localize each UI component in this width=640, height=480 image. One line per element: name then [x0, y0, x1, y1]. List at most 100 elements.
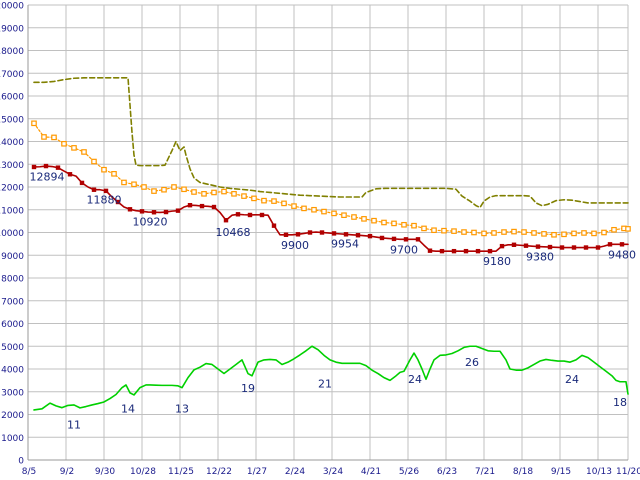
x-axis-label: 11/20 [616, 467, 640, 477]
series-marker [151, 210, 157, 215]
x-axis-label: 12/22 [206, 467, 232, 477]
data-point-label: 24 [408, 373, 422, 386]
series-marker [451, 248, 457, 254]
y-axis-label: 12000 [0, 184, 24, 194]
series-marker [361, 216, 367, 222]
series-marker [625, 226, 631, 232]
data-point-label: 19 [241, 382, 255, 395]
series-marker [43, 163, 49, 169]
y-axis-label: 20000 [0, 2, 24, 12]
series-marker [311, 206, 317, 213]
series-marker [71, 145, 77, 151]
series-marker [281, 200, 287, 207]
x-axis-label: 5/26 [399, 467, 419, 477]
series-marker [421, 225, 427, 232]
y-axis-label: 6000 [1, 320, 24, 330]
series-marker [331, 210, 337, 217]
data-point-label: 18 [613, 396, 627, 409]
series-marker [151, 188, 157, 194]
x-axis-label: 4/21 [361, 467, 381, 477]
y-axis-label: 11000 [0, 206, 24, 216]
series-marker [559, 245, 565, 250]
series-layer [31, 77, 631, 411]
series-marker [367, 233, 373, 239]
y-axis-label: 16000 [0, 93, 24, 103]
x-axis-label: 7/21 [475, 467, 495, 477]
series-marker [127, 207, 133, 212]
series-marker [131, 181, 137, 188]
x-axis-tick-labels: 8/5 9/2 9/30 10/28 11/25 12/22 1/27 2/24 3/24 4/2… [22, 467, 640, 477]
series-marker [403, 237, 409, 242]
y-axis-label: 10000 [0, 229, 24, 239]
series-marker [115, 199, 121, 205]
series-marker [581, 230, 587, 236]
series-marker [175, 208, 181, 213]
series-marker [91, 187, 97, 192]
data-point-label: 13 [175, 403, 189, 416]
x-axis-label: 8/5 [22, 467, 36, 477]
y-axis-label: 9000 [1, 252, 24, 262]
y-axis-label: 4000 [1, 366, 24, 376]
x-axis-label: 11/25 [168, 467, 194, 477]
series-marker [601, 229, 607, 236]
series-marker [321, 208, 327, 215]
series-marker [251, 195, 257, 202]
x-axis-label: 10/28 [130, 467, 156, 477]
x-axis-label: 9/2 [60, 467, 74, 477]
series-marker [481, 230, 487, 237]
series-marker [191, 189, 197, 195]
series-marker [561, 231, 567, 238]
series-marker [31, 164, 37, 170]
series-marker [401, 221, 407, 228]
series-marker [491, 230, 497, 236]
data-point-label: 11 [67, 419, 81, 432]
series-marker [463, 248, 469, 254]
series-marker [571, 245, 577, 250]
data-point-label: 11880 [87, 194, 122, 207]
series-marker [571, 230, 577, 237]
series-marker [241, 193, 247, 199]
series-marker [501, 229, 507, 235]
data-point-label: 9480 [608, 248, 636, 261]
series-marker [79, 180, 85, 186]
series-marker [511, 228, 517, 235]
series-marker [451, 228, 457, 234]
series-marker [379, 235, 385, 241]
series-marker [91, 158, 97, 165]
y-axis-label: 0 [18, 457, 24, 467]
data-point-label: 9180 [483, 255, 511, 268]
x-axis-label: 10/13 [586, 467, 612, 477]
series-marker [181, 186, 187, 193]
x-axis-label: 6/23 [437, 467, 457, 477]
data-point-label: 21 [318, 378, 332, 391]
series-line-olive-dashed [33, 77, 629, 209]
series-marker [411, 222, 417, 229]
y-axis-label: 17000 [0, 70, 24, 80]
y-axis-label: 13000 [0, 161, 24, 171]
series-marker [259, 212, 265, 218]
series-marker [221, 188, 227, 195]
series-marker [307, 230, 313, 235]
series-marker [591, 230, 597, 237]
y-axis-label: 14000 [0, 138, 24, 148]
series-marker [319, 230, 325, 235]
series-marker [471, 229, 477, 236]
y-axis-label: 1000 [1, 434, 24, 444]
series-marker [343, 232, 349, 237]
x-axis-label: 9/30 [95, 467, 115, 477]
series-marker [271, 198, 277, 204]
series-line-red-solid-markers [33, 165, 629, 252]
data-point-label: 10920 [133, 216, 168, 229]
series-marker [261, 197, 267, 204]
series-marker [431, 227, 437, 234]
series-line-green-solid [33, 345, 629, 411]
series-marker [141, 184, 147, 190]
data-point-label: 9380 [526, 251, 554, 264]
series-marker [535, 244, 541, 249]
x-axis-label: 1/27 [247, 467, 267, 477]
y-axis-tick-labels: 0 1000 2000 3000 4000 5000 6000 7000 8000 9000 100… [0, 2, 24, 467]
series-marker [247, 212, 253, 218]
data-point-label: 26 [465, 356, 479, 369]
